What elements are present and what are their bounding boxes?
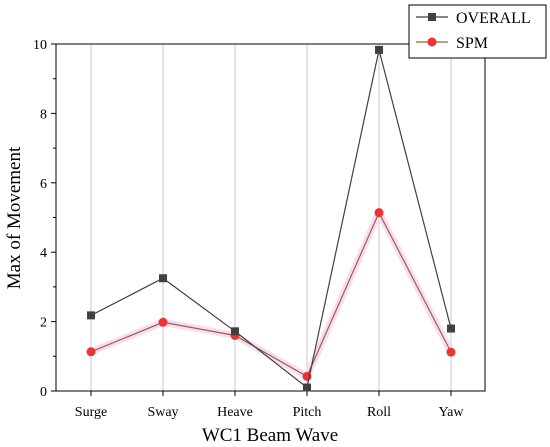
data-point xyxy=(87,311,95,320)
series-line-halo xyxy=(87,209,455,380)
data-point xyxy=(159,274,167,283)
x-tick-label: Sway xyxy=(147,405,178,420)
y-tick-label: 8 xyxy=(40,107,47,122)
y-tick-label: 4 xyxy=(40,246,47,261)
y-axis: 0 2 4 6 8 10 xyxy=(33,38,56,400)
data-point xyxy=(374,208,384,218)
series-overall xyxy=(87,45,455,392)
y-tick-label: 0 xyxy=(40,385,47,400)
y-tick-label: 10 xyxy=(33,38,47,53)
legend-label-spm: SPM xyxy=(456,35,488,52)
x-tick-label: Heave xyxy=(217,405,253,420)
y-axis-title: Max of Movement xyxy=(4,146,25,289)
data-point xyxy=(375,45,383,54)
data-point xyxy=(86,347,96,357)
x-axis: Surge Sway Heave Pitch Roll Yaw xyxy=(75,391,464,420)
series-line xyxy=(90,49,452,389)
legend-label-overall: OVERALL xyxy=(456,10,531,27)
data-point xyxy=(447,324,455,333)
x-tick-label: Roll xyxy=(367,405,391,420)
grid-lines xyxy=(90,44,452,391)
legend-marker-overall xyxy=(428,13,436,21)
x-axis-title: WC1 Beam Wave xyxy=(202,425,338,446)
series-line xyxy=(90,211,452,378)
y-tick-label: 2 xyxy=(40,316,47,331)
series-group xyxy=(86,45,456,392)
legend: OVERALL SPM xyxy=(408,4,547,59)
y-tick-label: 6 xyxy=(40,177,47,192)
data-point xyxy=(303,383,311,392)
series-spm xyxy=(86,208,456,381)
x-tick-label: Yaw xyxy=(438,405,464,420)
data-point xyxy=(446,347,456,357)
x-tick-label: Surge xyxy=(75,405,107,420)
legend-marker-spm xyxy=(427,37,437,47)
data-point xyxy=(231,327,239,336)
x-tick-label: Pitch xyxy=(293,405,322,420)
data-point xyxy=(158,317,168,327)
